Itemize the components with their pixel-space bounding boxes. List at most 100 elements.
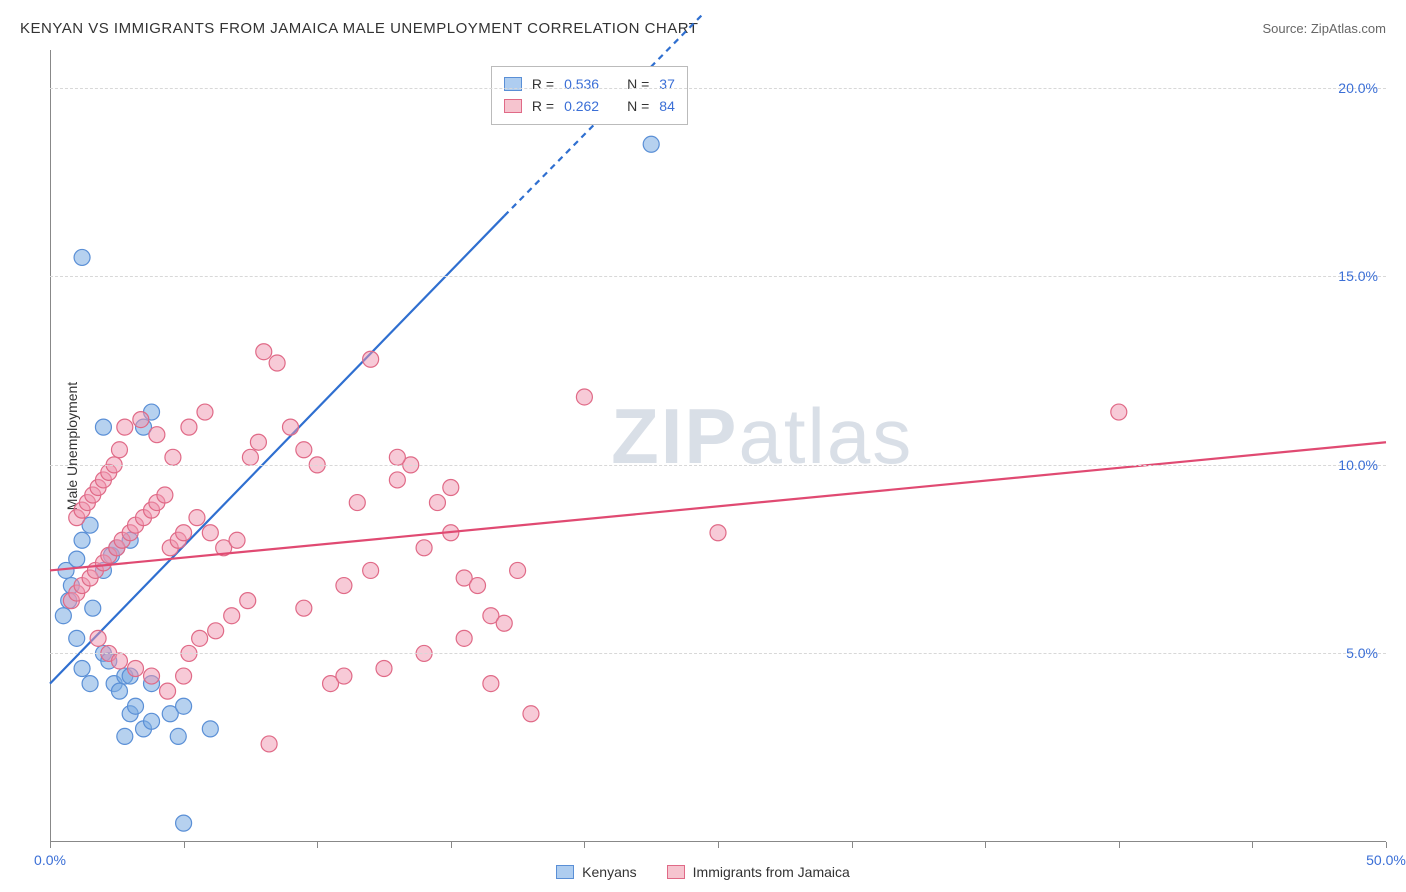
data-point xyxy=(69,551,85,567)
data-point xyxy=(456,630,472,646)
data-point xyxy=(389,472,405,488)
r-value: 0.536 xyxy=(564,73,599,95)
data-point xyxy=(336,578,352,594)
data-point xyxy=(202,525,218,541)
data-point xyxy=(510,562,526,578)
data-point xyxy=(256,344,272,360)
gridline xyxy=(50,88,1386,89)
chart-title: KENYAN VS IMMIGRANTS FROM JAMAICA MALE U… xyxy=(20,20,698,37)
data-point xyxy=(144,668,160,684)
legend-swatch xyxy=(556,865,574,879)
data-point xyxy=(74,249,90,265)
source-attribution: Source: ZipAtlas.com xyxy=(1262,21,1386,36)
chart-plot-area: ZIPatlas R =0.536N =37R =0.262N =84 5.0%… xyxy=(50,50,1386,842)
y-tick-label: 15.0% xyxy=(1338,268,1378,284)
data-point xyxy=(250,434,266,450)
data-point xyxy=(443,479,459,495)
data-point xyxy=(261,736,277,752)
data-point xyxy=(74,661,90,677)
plot-region: ZIPatlas R =0.536N =37R =0.262N =84 5.0%… xyxy=(50,50,1386,842)
data-point xyxy=(176,525,192,541)
data-point xyxy=(176,815,192,831)
legend-label: Kenyans xyxy=(582,864,636,880)
n-value: 37 xyxy=(659,73,675,95)
x-tick xyxy=(50,842,51,848)
data-point xyxy=(376,661,392,677)
gridline xyxy=(50,465,1386,466)
data-point xyxy=(192,630,208,646)
legend-item: Kenyans xyxy=(556,864,636,880)
n-label: N = xyxy=(627,73,649,95)
data-point xyxy=(189,510,205,526)
x-tick xyxy=(584,842,585,848)
data-point xyxy=(149,427,165,443)
data-point xyxy=(349,495,365,511)
data-point xyxy=(160,683,176,699)
data-point xyxy=(643,136,659,152)
data-point xyxy=(165,449,181,465)
data-point xyxy=(282,419,298,435)
legend-swatch xyxy=(504,99,522,113)
data-point xyxy=(197,404,213,420)
n-value: 84 xyxy=(659,95,675,117)
x-tick xyxy=(1252,842,1253,848)
data-point xyxy=(133,412,149,428)
data-point xyxy=(176,668,192,684)
gridline xyxy=(50,276,1386,277)
data-point xyxy=(363,562,379,578)
data-point xyxy=(128,698,144,714)
data-point xyxy=(224,608,240,624)
data-point xyxy=(170,728,186,744)
data-point xyxy=(483,676,499,692)
data-point xyxy=(95,419,111,435)
data-point xyxy=(523,706,539,722)
data-point xyxy=(85,600,101,616)
y-tick-label: 10.0% xyxy=(1338,457,1378,473)
data-point xyxy=(470,578,486,594)
x-tick xyxy=(184,842,185,848)
y-tick-label: 20.0% xyxy=(1338,80,1378,96)
r-label: R = xyxy=(532,73,554,95)
data-point xyxy=(111,683,127,699)
gridline xyxy=(50,653,1386,654)
data-point xyxy=(208,623,224,639)
data-point xyxy=(202,721,218,737)
data-point xyxy=(229,532,245,548)
data-point xyxy=(240,593,256,609)
source-label: Source: xyxy=(1262,21,1310,36)
data-point xyxy=(69,630,85,646)
n-label: N = xyxy=(627,95,649,117)
legend-swatch xyxy=(504,77,522,91)
data-point xyxy=(242,449,258,465)
x-tick xyxy=(1119,842,1120,848)
legend-swatch xyxy=(667,865,685,879)
data-point xyxy=(576,389,592,405)
legend-stat-row: R =0.262N =84 xyxy=(504,95,675,117)
r-label: R = xyxy=(532,95,554,117)
data-point xyxy=(82,676,98,692)
x-tick xyxy=(317,842,318,848)
data-point xyxy=(710,525,726,541)
data-point xyxy=(176,698,192,714)
chart-header: KENYAN VS IMMIGRANTS FROM JAMAICA MALE U… xyxy=(20,20,1386,37)
data-point xyxy=(157,487,173,503)
legend-stat-row: R = 0.536 N = 37 xyxy=(504,73,675,95)
x-tick xyxy=(1386,842,1387,848)
data-point xyxy=(416,540,432,556)
y-tick-label: 5.0% xyxy=(1346,645,1378,661)
data-point xyxy=(128,661,144,677)
data-point xyxy=(363,351,379,367)
correlation-legend: R =0.536N =37R =0.262N =84 xyxy=(491,66,688,125)
data-point xyxy=(389,449,405,465)
data-point xyxy=(117,419,133,435)
legend-item: Immigrants from Jamaica xyxy=(667,864,850,880)
data-point xyxy=(90,630,106,646)
data-point xyxy=(111,442,127,458)
data-point xyxy=(55,608,71,624)
data-point xyxy=(296,442,312,458)
data-point xyxy=(144,713,160,729)
data-point xyxy=(111,653,127,669)
legend-label: Immigrants from Jamaica xyxy=(693,864,850,880)
x-tick xyxy=(852,842,853,848)
plot-svg xyxy=(50,50,1386,842)
